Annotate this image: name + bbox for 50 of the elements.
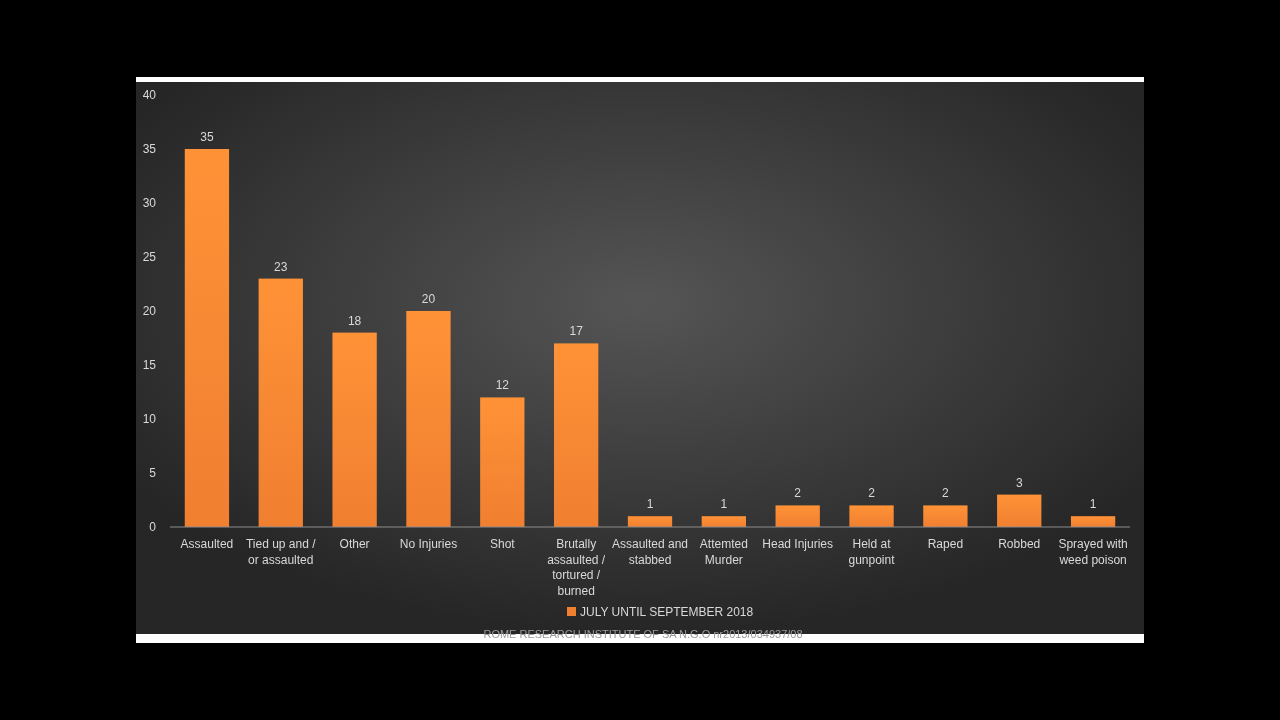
x-tick-label: Assaulted: [180, 537, 234, 551]
data-label: 35: [200, 130, 214, 144]
x-tick-label: Tied up and / or assaulted: [245, 537, 317, 567]
bar: [406, 311, 451, 527]
x-tick-label: Raped: [927, 537, 964, 551]
bar: [1070, 516, 1116, 527]
data-label: 1: [646, 497, 654, 512]
bar: [480, 397, 525, 527]
bar: [923, 505, 968, 527]
x-tick-label: Robbed: [998, 537, 1041, 551]
data-label: 2: [794, 486, 802, 501]
bar: [997, 494, 1042, 527]
bar: [554, 343, 599, 527]
y-tick-label: 15: [142, 358, 157, 372]
bar: [849, 505, 894, 527]
y-tick-label: 0: [149, 520, 157, 534]
data-label: 12: [495, 378, 510, 393]
text: ROME RESEARCH INSTITUTE OF SA N.G.O nr2013/034937/08: [483, 628, 803, 640]
legend-label: JULY UNTIL SEPTEMBER 2018: [580, 605, 754, 619]
data-label: 2: [868, 486, 876, 501]
y-tick-label: 40: [142, 88, 157, 102]
data-label: 23: [274, 259, 288, 274]
x-tick-label: Brutally assaulted / tortured / burned: [547, 537, 606, 598]
data-label: 18: [347, 313, 362, 328]
y-tick-label: 5: [149, 466, 157, 480]
data-label: 1: [1089, 497, 1097, 512]
y-tick-label: 30: [142, 196, 157, 210]
data-label: 20: [421, 292, 436, 306]
x-tick-label: Sprayed with weed poison: [1058, 537, 1128, 567]
data-label: 17: [569, 324, 584, 339]
x-tick-label: No Injuries: [399, 537, 458, 551]
data-label: 3: [1015, 475, 1023, 490]
data-label: 2: [942, 486, 950, 501]
bar: [775, 505, 820, 527]
x-tick-label: Other: [339, 537, 370, 551]
x-tick-label: Assaulted and stabbed: [611, 537, 689, 567]
x-tick-label: Held at gunpoint: [848, 537, 896, 567]
data-label: 1: [720, 497, 728, 512]
bar: [701, 516, 746, 527]
y-tick-label: 20: [142, 304, 157, 318]
x-tick-label: Attemted Murder: [699, 537, 748, 567]
bar: [332, 332, 377, 527]
y-tick-label: 10: [142, 412, 157, 426]
x-tick-label: Shot: [489, 537, 516, 551]
y-tick-label: 35: [142, 142, 157, 156]
bar: [258, 278, 303, 527]
x-tick-label: Head Injuries: [762, 537, 834, 551]
bar: [627, 516, 673, 527]
y-tick-label: 25: [142, 250, 157, 264]
bar: [184, 149, 230, 527]
